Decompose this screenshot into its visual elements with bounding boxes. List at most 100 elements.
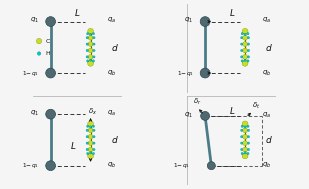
Circle shape	[243, 35, 248, 40]
Circle shape	[93, 142, 95, 144]
Circle shape	[242, 153, 248, 159]
Circle shape	[46, 68, 56, 78]
Circle shape	[87, 152, 89, 155]
Circle shape	[240, 148, 243, 151]
Circle shape	[88, 128, 93, 133]
Text: $d$: $d$	[111, 134, 118, 145]
Circle shape	[86, 148, 88, 151]
Circle shape	[240, 136, 243, 138]
Circle shape	[92, 60, 95, 62]
Circle shape	[241, 125, 243, 127]
Text: $d$: $d$	[265, 134, 273, 145]
Text: $q_1$: $q_1$	[184, 16, 193, 25]
Circle shape	[88, 141, 93, 146]
Circle shape	[89, 152, 92, 154]
Circle shape	[88, 153, 94, 159]
Circle shape	[88, 42, 93, 46]
Circle shape	[88, 48, 93, 53]
Circle shape	[240, 56, 243, 58]
Circle shape	[247, 125, 249, 127]
Text: $L$: $L$	[74, 7, 80, 18]
Circle shape	[247, 148, 250, 151]
Circle shape	[93, 36, 95, 39]
Text: $\delta_r$: $\delta_r$	[193, 97, 201, 107]
Circle shape	[46, 161, 56, 170]
Text: $q_b$: $q_b$	[108, 68, 117, 78]
Circle shape	[242, 28, 248, 34]
Circle shape	[240, 49, 243, 52]
Circle shape	[247, 152, 249, 155]
Circle shape	[87, 33, 89, 35]
Circle shape	[92, 152, 95, 155]
Circle shape	[247, 43, 250, 45]
Text: $1\!-\!q_1$: $1\!-\!q_1$	[22, 161, 39, 170]
Circle shape	[247, 142, 250, 144]
Text: H: H	[45, 51, 50, 56]
Circle shape	[37, 52, 41, 55]
Circle shape	[244, 33, 246, 36]
Circle shape	[247, 56, 250, 58]
Circle shape	[46, 17, 56, 26]
Circle shape	[86, 136, 88, 138]
Text: $L$: $L$	[70, 140, 76, 151]
Circle shape	[88, 147, 93, 152]
Circle shape	[93, 43, 95, 45]
Text: $\delta_x$: $\delta_x$	[88, 107, 97, 118]
Circle shape	[93, 136, 95, 138]
Text: $\delta_t$: $\delta_t$	[252, 101, 260, 111]
Text: $q_a$: $q_a$	[108, 16, 116, 25]
Text: $1\!-\!q_1$: $1\!-\!q_1$	[177, 69, 193, 77]
Circle shape	[243, 147, 248, 152]
Circle shape	[86, 43, 88, 45]
Text: $1\!-\!q_1$: $1\!-\!q_1$	[173, 161, 190, 170]
Circle shape	[207, 162, 215, 170]
Text: C: C	[45, 39, 50, 44]
Text: $q_b$: $q_b$	[108, 161, 117, 170]
Text: $q_a$: $q_a$	[262, 110, 271, 120]
Circle shape	[247, 129, 250, 132]
Circle shape	[241, 33, 243, 35]
Circle shape	[242, 121, 248, 127]
Text: $q_1$: $q_1$	[30, 109, 39, 118]
Circle shape	[241, 60, 243, 62]
Circle shape	[89, 59, 92, 61]
Circle shape	[87, 125, 89, 127]
Circle shape	[89, 33, 92, 36]
Circle shape	[86, 142, 88, 144]
Circle shape	[93, 129, 95, 132]
Circle shape	[247, 136, 250, 138]
Circle shape	[86, 49, 88, 52]
Circle shape	[93, 49, 95, 52]
Circle shape	[243, 134, 248, 139]
Circle shape	[87, 60, 89, 62]
Circle shape	[93, 56, 95, 58]
Text: $q_a$: $q_a$	[108, 109, 116, 118]
Circle shape	[89, 126, 92, 128]
Circle shape	[243, 48, 248, 53]
Circle shape	[88, 121, 94, 127]
Circle shape	[242, 60, 248, 66]
Circle shape	[244, 59, 246, 61]
Circle shape	[92, 33, 95, 35]
Circle shape	[244, 152, 246, 154]
Text: $d$: $d$	[111, 42, 118, 53]
Text: $L$: $L$	[229, 105, 235, 116]
Circle shape	[241, 152, 243, 155]
Circle shape	[88, 28, 94, 34]
Circle shape	[247, 36, 250, 39]
Text: $q_a$: $q_a$	[262, 16, 271, 25]
Circle shape	[86, 56, 88, 58]
Circle shape	[201, 112, 210, 120]
Circle shape	[200, 17, 210, 26]
Circle shape	[86, 129, 88, 132]
Circle shape	[240, 36, 243, 39]
Text: $q_b$: $q_b$	[262, 68, 271, 78]
Circle shape	[243, 141, 248, 146]
Circle shape	[240, 43, 243, 45]
Circle shape	[243, 42, 248, 46]
Text: $q_1$: $q_1$	[184, 110, 193, 120]
Text: $q_b$: $q_b$	[262, 161, 271, 170]
Circle shape	[93, 148, 95, 151]
Circle shape	[247, 49, 250, 52]
Circle shape	[88, 35, 93, 40]
